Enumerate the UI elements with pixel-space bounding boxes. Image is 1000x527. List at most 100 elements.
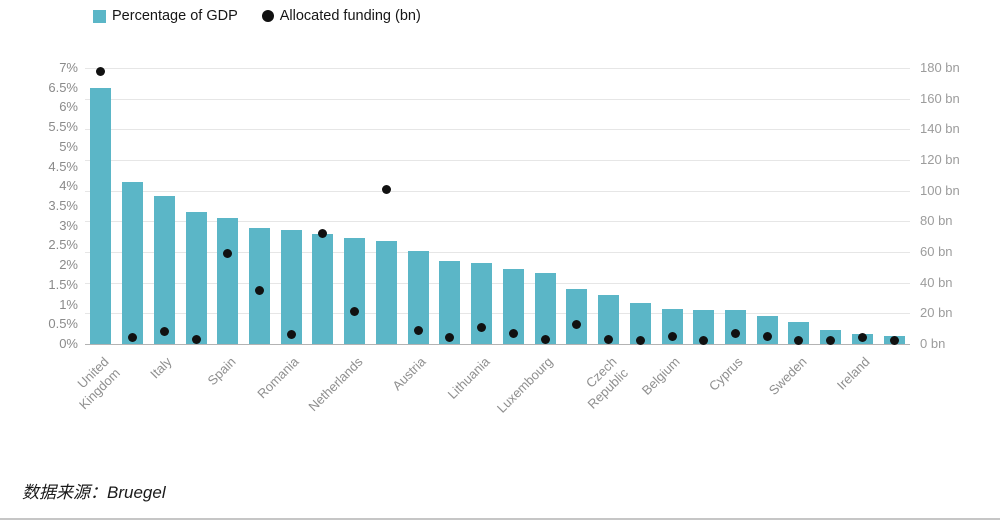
y-axis-tick-left: 3% <box>59 217 78 233</box>
y-axis-tick-left: 1.5% <box>48 276 78 292</box>
x-axis-label: Czech Republic <box>582 354 631 412</box>
gridline <box>85 221 910 223</box>
gdp-bar <box>312 233 334 344</box>
chart-legend: Percentage of GDP Allocated funding (bn) <box>93 8 421 24</box>
gdp-bar <box>122 182 144 344</box>
funding-dot <box>223 249 233 259</box>
y-axis-tick-left: 4.5% <box>48 158 78 174</box>
funding-dot <box>96 66 106 76</box>
gdp-bar <box>629 302 651 344</box>
y-axis-tick-right: 40 bn <box>920 274 953 290</box>
gdp-bar <box>90 87 112 344</box>
funding-dot <box>635 336 645 346</box>
y-axis-tick-left: 4% <box>59 178 78 194</box>
gdp-bar <box>661 308 683 344</box>
y-axis-tick-left: 5.5% <box>48 119 78 135</box>
gdp-bar <box>185 211 207 344</box>
legend-item-funding: Allocated funding (bn) <box>261 8 421 24</box>
gdp-bar <box>534 273 556 344</box>
funding-dot <box>191 334 201 344</box>
gdp-series-swatch-icon <box>93 9 106 23</box>
y-axis-tick-right: 120 bn <box>920 152 960 167</box>
source-note: 数据来源：Bruegel <box>22 483 166 502</box>
y-axis-tick-left: 6.5% <box>48 79 78 95</box>
y-axis-tick-right: 0 bn <box>920 336 946 351</box>
funding-dot <box>286 330 296 340</box>
gridline <box>85 313 910 315</box>
funding-dot <box>699 336 709 346</box>
funding-dot <box>604 334 614 344</box>
gridline <box>85 252 910 253</box>
funding-dot <box>350 307 360 317</box>
gdp-bar <box>217 217 239 344</box>
funding-series-legend-label: Allocated funding (bn) <box>279 8 421 24</box>
y-axis-tick-left: 2% <box>59 257 78 273</box>
gdp-bar <box>439 261 461 344</box>
funding-dot <box>889 336 899 346</box>
gridline <box>85 344 910 345</box>
funding-dot <box>794 336 804 346</box>
funding-dot <box>826 336 836 346</box>
gridline <box>85 160 910 161</box>
funding-dot <box>413 325 423 335</box>
y-axis-tick-right: 60 bn <box>920 244 953 259</box>
funding-dot <box>445 333 455 343</box>
gdp-bar <box>693 310 715 344</box>
gridline <box>85 68 910 69</box>
x-axis-label: Netherlands <box>305 354 366 415</box>
gridline <box>85 282 910 284</box>
gdp-bar <box>566 288 588 344</box>
funding-dot <box>318 229 328 239</box>
gdp-bar <box>153 196 175 344</box>
y-axis-tick-right: 140 bn <box>920 121 960 137</box>
funding-dot <box>128 333 138 343</box>
gdp-bar <box>375 241 397 344</box>
gdp-bar <box>788 322 810 344</box>
x-axis-label: Ireland <box>834 354 873 393</box>
x-axis-label: Cyprus <box>706 354 747 394</box>
y-axis-tick-right: 160 bn <box>920 90 960 106</box>
gdp-bar <box>598 294 620 344</box>
gridline <box>85 98 910 100</box>
y-axis-tick-right: 180 bn <box>920 60 960 75</box>
funding-dot <box>381 184 391 194</box>
y-axis-tick-left: 7% <box>59 60 78 75</box>
x-axis-label: Italy <box>147 354 175 382</box>
dual-axis-combo-chart: 0 bn 20 bn 40 bn 60 bn 80 bn 100 bn 120 bn 140 … <box>48 60 960 416</box>
x-axis-label: Austria <box>389 354 429 394</box>
funding-dot <box>255 285 265 295</box>
gdp-bar <box>344 237 366 344</box>
gridline <box>85 129 910 131</box>
y-axis-tick-right: 20 bn <box>920 305 953 321</box>
y-axis-tick-left: 1% <box>59 296 78 312</box>
y-axis-tick-left: 0% <box>59 336 78 351</box>
funding-dot <box>857 333 867 343</box>
gridline <box>85 190 910 192</box>
y-axis-tick-left: 0.5% <box>48 316 78 332</box>
gdp-bar <box>724 310 746 344</box>
funding-dot <box>540 334 550 344</box>
y-axis-tick-left: 5% <box>59 138 78 154</box>
y-axis-tick-left: 2.5% <box>48 237 78 253</box>
gdp-series-legend-label: Percentage of GDP <box>112 8 238 24</box>
funding-dot <box>159 327 169 337</box>
y-axis-tick-left: 3.5% <box>48 198 78 213</box>
funding-dot <box>508 328 518 338</box>
gdp-bar <box>471 263 493 344</box>
x-axis-label: Spain <box>204 354 239 389</box>
funding-series-swatch-icon <box>261 10 274 22</box>
gdp-bar <box>756 316 778 344</box>
legend-item-gdp: Percentage of GDP <box>93 8 238 24</box>
gdp-bar <box>502 269 524 344</box>
funding-dot <box>730 328 740 338</box>
funding-dot <box>572 319 582 329</box>
funding-dot <box>667 331 677 341</box>
funding-dot <box>477 322 487 332</box>
y-axis-tick-right: 100 bn <box>920 182 960 198</box>
y-axis-tick-left: 6% <box>59 99 78 115</box>
x-axis-label: Lithuania <box>444 354 493 402</box>
y-axis-tick-right: 80 bn <box>920 213 953 229</box>
funding-dot <box>762 331 772 341</box>
bottom-divider <box>0 518 1000 520</box>
